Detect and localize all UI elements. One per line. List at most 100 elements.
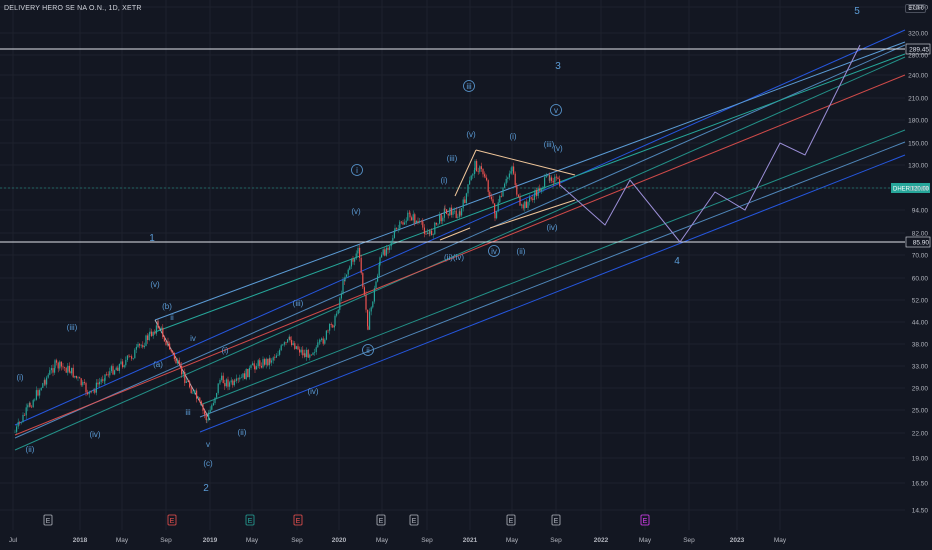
x-tick-label: Sep [550,537,562,544]
candle-body [302,349,304,356]
candle-body [370,307,372,312]
candle-body [319,340,321,342]
pitchfork-channels [14,29,906,451]
event-marker-label: E [296,518,301,525]
candle-body [389,246,391,250]
candle-body [123,365,125,368]
wave-label: (i) [440,176,447,185]
candle-body [349,266,351,270]
channel-line [14,74,906,436]
candle-body [532,198,534,200]
event-marker-box [506,514,516,526]
candle-body [378,264,380,276]
candle-body [196,390,198,399]
candle-body [225,379,227,387]
candle-body [457,216,459,218]
candle-body [399,221,401,229]
candle-body [142,345,144,348]
candle-body [221,375,223,380]
currency-badge[interactable]: EUR [905,4,926,13]
event-marker-box [43,514,53,526]
chart-title: DELIVERY HERO SE NA O.N., 1D, XETR [4,5,142,12]
candle-body [62,366,64,368]
candle-body [474,161,476,171]
candle-body [419,220,421,223]
candle-body [412,214,414,221]
candle-body [49,370,51,375]
candle-body [68,365,70,372]
candle-body [367,309,369,327]
candle-body [274,357,276,359]
candle-body [385,247,387,256]
candle-body [94,390,96,393]
y-tick-label: 210.00 [908,96,928,103]
candle-body [129,356,131,357]
candle-body [157,321,159,328]
candle-body [149,331,151,334]
candle-body [143,345,145,348]
candle-body [248,367,250,378]
wave-label: i [356,166,358,175]
candle-body [216,393,218,398]
y-tick-label: 25.00 [912,408,929,415]
candle-body [352,259,354,262]
y-tick-label: 180.00 [908,118,928,125]
candle-body [415,220,417,224]
y-tick-label: 60.00 [912,276,929,283]
candle-body [521,204,523,206]
candle-body [194,390,196,392]
candle-body [525,201,527,208]
candle-body [402,222,404,225]
x-tick-label: Jul [9,537,18,544]
x-tick-label: 2018 [73,537,88,544]
candle-body [394,228,396,232]
candle-body [344,276,346,282]
wave-label: iii [466,82,472,91]
candle-body [325,330,327,340]
y-tick-label: 82.00 [912,231,929,238]
wave-label: (v) [466,130,476,139]
candle-body [179,363,181,366]
candle-body [443,208,445,218]
candle-body [552,180,554,183]
candle-body [200,401,202,405]
wave-label: (iii) [447,154,458,163]
candle-body [148,333,150,340]
candle-body [554,176,556,183]
candle-body [417,220,419,223]
candle-body [337,309,339,314]
candle-body [102,379,104,381]
triangle-line [475,149,576,176]
x-tick-label: May [116,537,129,544]
candle-body [125,360,127,366]
candle-body [396,228,398,229]
channel-line [14,29,906,426]
candle-body [339,298,341,310]
last-price-badge [891,183,930,193]
candle-body [163,337,165,342]
grid-lines [0,0,905,530]
wave-circle [351,164,363,176]
candle-body [128,355,130,357]
candle-body [217,383,219,394]
candle-body [379,257,381,265]
candle-body [435,222,437,225]
candle-body [489,191,491,197]
candle-body [74,375,76,378]
candle-body [233,380,235,386]
candle-body [257,360,259,367]
channel-line [199,154,906,433]
candle-body [110,366,112,372]
y-axis[interactable]: 14.50 16.50 19.00 22.00 25.00 29.00 33.00 38.00… [908,5,928,515]
candle-body [330,324,332,325]
candle-body [529,197,531,202]
candle-body [505,178,507,184]
y-tick-label: 19.00 [912,456,929,463]
candle-body [239,377,241,380]
candle-body [513,166,515,174]
candle-body [184,372,186,383]
candle-body [52,368,54,373]
candle-body [447,214,449,216]
candle-body [209,409,211,413]
